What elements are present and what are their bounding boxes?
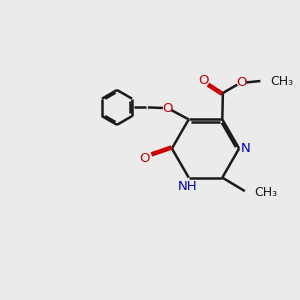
Text: O: O: [162, 101, 172, 115]
Text: NH: NH: [177, 180, 197, 193]
Text: N: N: [241, 142, 250, 155]
Text: CH₃: CH₃: [254, 186, 278, 199]
Text: O: O: [198, 74, 208, 87]
Text: O: O: [140, 152, 150, 165]
Text: CH₃: CH₃: [270, 74, 293, 88]
Text: O: O: [236, 76, 247, 89]
